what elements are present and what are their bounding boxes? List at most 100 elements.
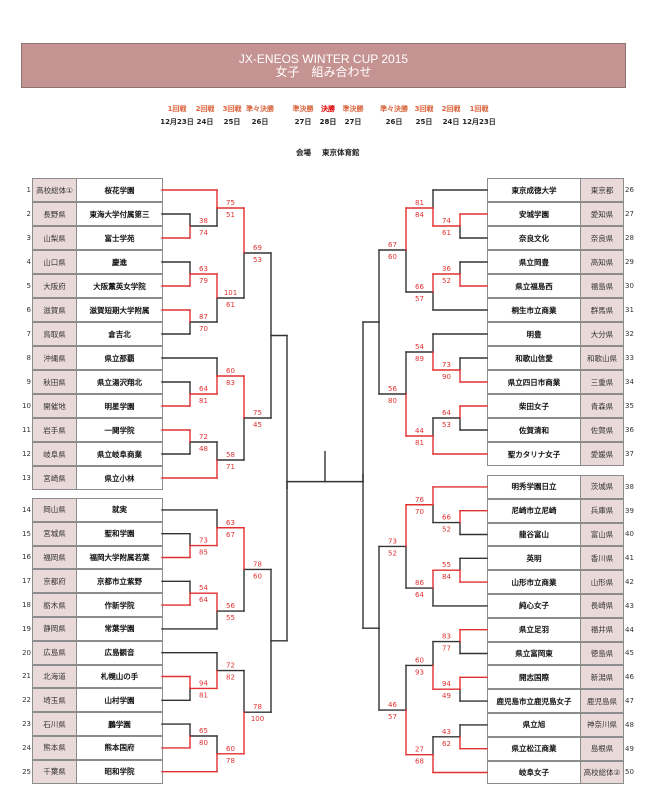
score-bottom: 52 xyxy=(388,549,397,557)
team-row: 和歌山信愛 和歌山県 33 xyxy=(0,346,648,370)
score-top: 74 xyxy=(442,217,451,225)
team-row: 3 山梨県 富士学苑 xyxy=(0,226,648,250)
team-row: 7 鳥取県 倉吉北 xyxy=(0,322,648,346)
prefecture-cell: 奈良県 xyxy=(580,226,624,250)
team-row: 県立松江商業 島根県 49 xyxy=(0,736,648,761)
seed-number: 36 xyxy=(625,426,634,434)
team-row: 17 京都府 京都市立紫野 xyxy=(0,569,648,594)
prefecture-cell: 神奈川県 xyxy=(580,713,624,737)
score-top: 64 xyxy=(199,385,208,393)
team-row: 県立足羽 福井県 44 xyxy=(0,617,648,642)
seed-number: 18 xyxy=(22,601,31,610)
score-top: 60 xyxy=(415,656,424,664)
school-cell: 慶進 xyxy=(76,250,163,274)
prefecture-cell: 山口県 xyxy=(32,250,77,274)
seed-number: 40 xyxy=(625,530,634,539)
score-top: 101 xyxy=(224,289,237,297)
score-top: 38 xyxy=(199,217,208,225)
score-bottom: 70 xyxy=(199,325,208,333)
seed-number: 28 xyxy=(625,234,634,242)
round-date: 25日 xyxy=(223,118,241,126)
seed-number: 41 xyxy=(625,554,634,563)
score-bottom: 93 xyxy=(415,668,424,676)
round-date: 24日 xyxy=(442,118,460,126)
seed-number: 20 xyxy=(22,648,31,657)
team-row: 純心女子 長崎県 43 xyxy=(0,594,648,618)
prefecture-cell: 東京都 xyxy=(580,178,624,202)
seed-number: 47 xyxy=(625,697,634,706)
score-bottom: 61 xyxy=(442,229,451,237)
team-row: 山形市立商業 山形県 42 xyxy=(0,570,648,594)
prefecture-cell: 北海道 xyxy=(32,664,77,689)
seed-number: 50 xyxy=(625,768,634,777)
team-row: 東京成徳大学 東京都 26 xyxy=(0,178,648,202)
score-bottom: 52 xyxy=(442,526,451,534)
school-cell: 札幌山の手 xyxy=(76,664,163,689)
score-bottom: 82 xyxy=(226,674,235,682)
school-cell: 明星学園 xyxy=(76,394,163,418)
score-top: 87 xyxy=(199,313,208,321)
prefecture-cell: 佐賀県 xyxy=(580,418,624,442)
score-bottom: 71 xyxy=(226,463,235,471)
score-top: 56 xyxy=(226,602,235,610)
score-top: 94 xyxy=(442,680,451,688)
team-row: 奈良文化 奈良県 28 xyxy=(0,226,648,250)
title-banner: JX-ENEOS WINTER CUP 2015 女子 組み合わせ xyxy=(21,43,626,88)
prefecture-cell: 栃木県 xyxy=(32,593,77,617)
prefecture-cell: 群馬県 xyxy=(580,298,624,322)
seed-number: 19 xyxy=(22,624,31,633)
team-row: 10 開催地 明星学園 xyxy=(0,394,648,418)
prefecture-cell: 秋田県 xyxy=(32,370,77,394)
score-top: 44 xyxy=(415,427,424,435)
school-cell: 一関学院 xyxy=(76,418,163,442)
prefecture-cell: 福岡県 xyxy=(32,545,77,570)
prefecture-cell: 宮崎県 xyxy=(32,466,77,490)
school-cell: 倉吉北 xyxy=(76,322,163,346)
team-row: 9 秋田県 県立湯沢翔北 xyxy=(0,370,648,394)
score-bottom: 89 xyxy=(415,355,424,363)
team-row: 県立四日市商業 三重県 34 xyxy=(0,370,648,394)
prefecture-cell: 山形県 xyxy=(580,570,624,594)
score-bottom: 57 xyxy=(388,713,397,721)
score-top: 81 xyxy=(415,199,424,207)
score-bottom: 85 xyxy=(199,549,208,557)
team-row: 龍谷富山 富山県 40 xyxy=(0,522,648,547)
round-date: 28日 xyxy=(319,118,337,126)
team-row: 25 千葉県 昭和学院 xyxy=(0,759,648,784)
team-row: 24 熊本県 熊本国府 xyxy=(0,736,648,760)
seed-number: 30 xyxy=(625,282,634,290)
score-top: 46 xyxy=(388,701,397,709)
seed-number: 35 xyxy=(625,402,634,410)
score-bottom: 67 xyxy=(226,531,235,539)
score-bottom: 68 xyxy=(415,758,424,766)
prefecture-cell: 京都府 xyxy=(32,569,77,594)
score-bottom: 48 xyxy=(199,445,208,453)
prefecture-cell: 島根県 xyxy=(580,736,624,761)
seed-number: 33 xyxy=(625,354,634,362)
seed-number: 7 xyxy=(26,330,31,338)
score-bottom: 61 xyxy=(226,301,235,309)
round-date: 26日 xyxy=(251,118,269,126)
score-top: 60 xyxy=(226,367,235,375)
team-row: 8 沖縄県 県立那覇 xyxy=(0,346,648,370)
team-row: 20 広島県 広島観音 xyxy=(0,640,648,665)
seed-number: 6 xyxy=(26,306,31,314)
school-cell: 桜花学園 xyxy=(76,178,163,202)
team-row: 英明 香川県 41 xyxy=(0,546,648,571)
prefecture-cell: 徳島県 xyxy=(580,641,624,666)
seed-number: 5 xyxy=(26,282,31,290)
score-bottom: 84 xyxy=(415,211,424,219)
school-cell: 昭和学院 xyxy=(76,759,163,784)
score-top: 73 xyxy=(442,361,451,369)
score-bottom: 62 xyxy=(442,740,451,748)
prefecture-cell: 高知県 xyxy=(580,250,624,274)
round-label: 決勝 xyxy=(321,105,335,113)
score-bottom: 49 xyxy=(442,692,451,700)
score-top: 43 xyxy=(442,728,451,736)
score-bottom: 100 xyxy=(251,715,264,723)
team-row: 4 山口県 慶進 xyxy=(0,250,648,274)
team-row: 18 栃木県 作新学院 xyxy=(0,593,648,617)
score-top: 54 xyxy=(415,343,424,351)
prefecture-cell: 和歌山県 xyxy=(580,346,624,370)
